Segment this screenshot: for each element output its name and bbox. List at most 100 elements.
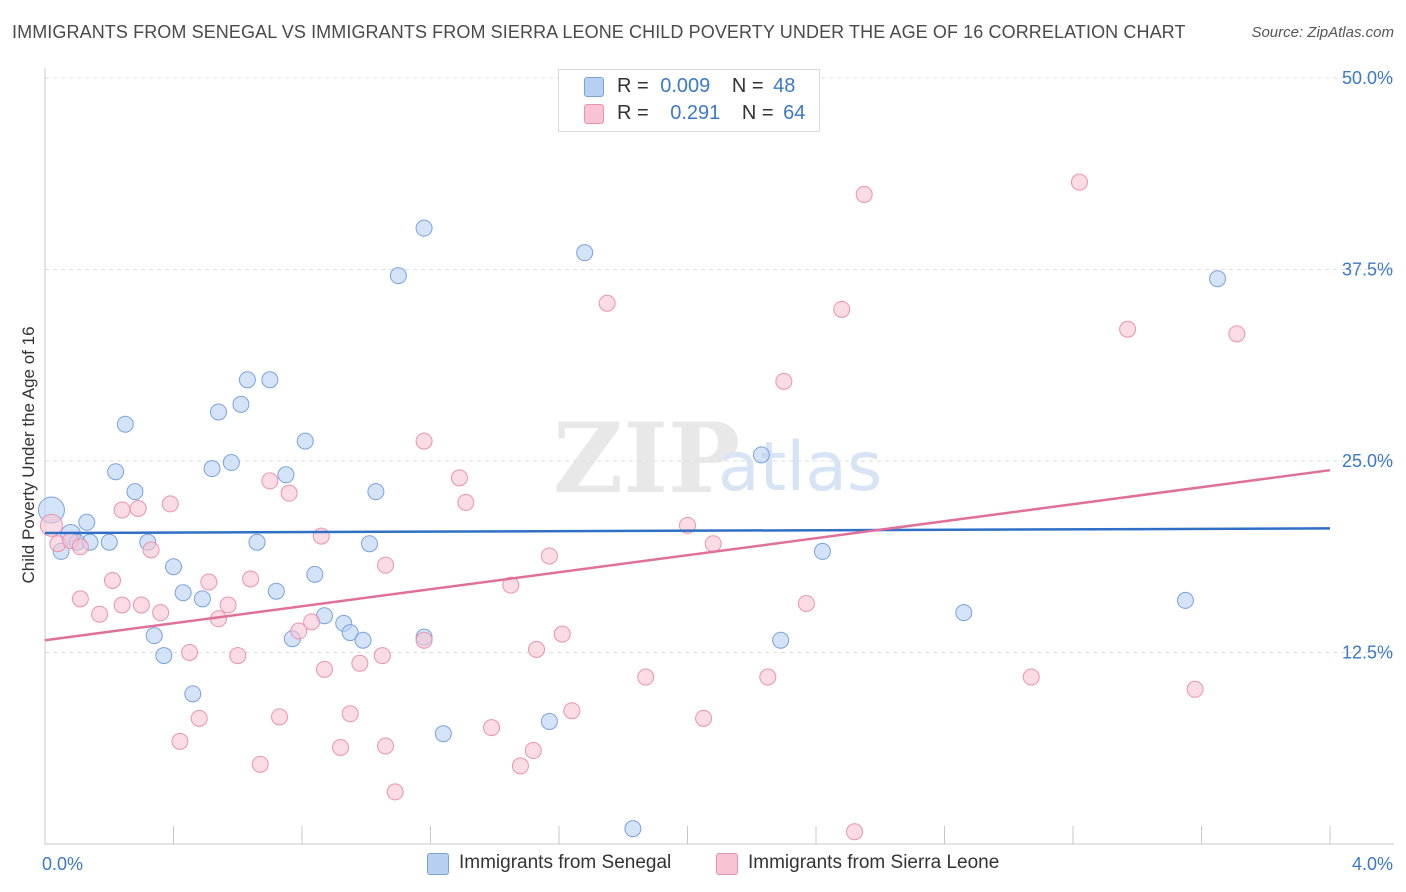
data-point-senegal	[955, 604, 973, 622]
data-point-sierra-leone	[598, 294, 616, 312]
data-point-senegal	[126, 483, 144, 501]
data-point-sierra-leone	[528, 640, 546, 658]
gridlines	[45, 77, 1394, 653]
data-point-senegal	[232, 395, 250, 413]
data-point-sierra-leone	[200, 573, 218, 591]
watermark-zip: ZIP	[553, 402, 740, 515]
data-point-sierra-leone	[679, 516, 696, 534]
data-point-sierra-leone	[171, 732, 189, 750]
data-point-senegal	[354, 631, 372, 649]
data-point-sierra-leone	[833, 300, 851, 318]
correlation-legend: R = 0.009 N = 48 R = 0.291 N = 64	[558, 69, 820, 132]
data-point-senegal	[238, 371, 256, 389]
data-point-sierra-leone	[450, 469, 468, 487]
data-point-senegal	[209, 403, 227, 421]
data-point-senegal	[624, 820, 642, 838]
data-point-sierra-leone	[415, 631, 433, 649]
data-point-sierra-leone	[1070, 173, 1088, 191]
data-point-sierra-leone	[71, 538, 89, 556]
data-point-senegal	[203, 460, 221, 478]
data-point-senegal	[389, 267, 407, 285]
data-point-sierra-leone	[695, 709, 713, 727]
data-point-sierra-leone	[553, 625, 571, 643]
data-point-sierra-leone	[91, 605, 109, 623]
data-point-sierra-leone	[759, 668, 777, 686]
data-point-senegal	[165, 558, 182, 576]
data-point-sierra-leone	[846, 823, 864, 841]
n-label: N =	[741, 102, 774, 124]
data-point-senegal	[78, 513, 96, 531]
data-point-sierra-leone	[312, 527, 330, 545]
data-point-sierra-leone	[563, 702, 581, 720]
data-point-sierra-leone	[377, 556, 395, 574]
data-point-sierra-leone	[161, 495, 179, 513]
data-point-sierra-leone	[39, 513, 63, 537]
y-tick-label: 25.0%	[1342, 451, 1393, 471]
data-point-sierra-leone	[290, 622, 308, 640]
data-point-sierra-leone	[261, 472, 279, 490]
r-label: R =	[617, 75, 649, 97]
tick-labels: 12.5% 25.0% 37.5% 50.0% 0.0% 4.0%	[42, 68, 1393, 874]
source-label: Source: ZipAtlas.com	[1251, 24, 1394, 41]
data-point-sierra-leone	[219, 596, 237, 614]
data-point-sierra-leone	[113, 501, 131, 519]
data-point-senegal	[248, 533, 266, 551]
x-tick-label-min: 0.0%	[42, 854, 83, 874]
data-point-sierra-leone	[637, 668, 655, 686]
axes	[44, 68, 1394, 845]
data-point-sierra-leone	[242, 570, 260, 588]
data-point-senegal	[184, 685, 202, 703]
data-point-sierra-leone	[1186, 680, 1204, 698]
data-point-senegal	[360, 535, 378, 553]
trend-line-sierra-leone	[44, 468, 1331, 642]
series-legend: Immigrants from Senegal Immigrants from …	[0, 852, 1406, 878]
senegal-legend-swatch	[427, 853, 449, 875]
data-point-sierra-leone	[373, 647, 391, 665]
data-point-sierra-leone	[181, 644, 199, 661]
data-point-sierra-leone	[351, 654, 369, 672]
data-point-sierra-leone	[415, 432, 433, 450]
data-point-senegal	[174, 584, 192, 602]
y-tick-label: 12.5%	[1342, 643, 1393, 663]
chart-title: IMMIGRANTS FROM SENEGAL VS IMMIGRANTS FR…	[12, 22, 1186, 42]
data-point-senegal	[107, 463, 125, 481]
data-point-senegal	[576, 244, 594, 262]
sierra-leone-legend-label: Immigrants from Sierra Leone	[748, 852, 1000, 873]
watermark: ZIP atlas	[553, 402, 882, 515]
data-point-senegal	[145, 627, 163, 645]
data-point-sierra-leone	[113, 596, 131, 614]
data-point-sierra-leone	[341, 705, 359, 723]
x-tick-label-max: 4.0%	[1352, 854, 1393, 874]
data-point-sierra-leone	[1022, 668, 1040, 686]
r-value: 0.009	[660, 75, 711, 97]
n-value: 64	[783, 102, 806, 124]
data-point-sierra-leone	[797, 594, 815, 612]
data-point-sierra-leone	[502, 576, 520, 594]
data-point-senegal	[193, 590, 211, 608]
data-point-sierra-leone	[386, 783, 404, 801]
data-point-senegal	[540, 712, 558, 730]
trend-line-senegal	[44, 527, 1331, 535]
data-point-senegal	[813, 542, 831, 560]
data-point-sierra-leone	[1228, 325, 1246, 343]
data-point-senegal	[752, 446, 770, 464]
data-point-senegal	[267, 582, 285, 600]
data-point-sierra-leone	[511, 757, 529, 775]
series-sierra-leone-points	[39, 173, 1246, 841]
data-point-sierra-leone	[229, 647, 247, 665]
data-point-sierra-leone	[103, 571, 121, 589]
y-tick-label: 37.5%	[1342, 260, 1393, 280]
data-point-sierra-leone	[190, 709, 208, 727]
data-point-senegal	[116, 415, 134, 433]
y-axis-label: Child Poverty Under the Age of 16	[19, 326, 38, 583]
watermark-atlas: atlas	[718, 428, 882, 507]
data-point-sierra-leone	[855, 185, 873, 203]
data-point-senegal	[155, 647, 173, 665]
sierra-leone-swatch	[584, 104, 604, 124]
r-value: 0.291	[670, 102, 721, 124]
senegal-swatch	[584, 77, 604, 97]
data-point-sierra-leone	[377, 737, 395, 755]
data-point-sierra-leone	[775, 372, 793, 390]
data-point-senegal	[222, 454, 240, 472]
